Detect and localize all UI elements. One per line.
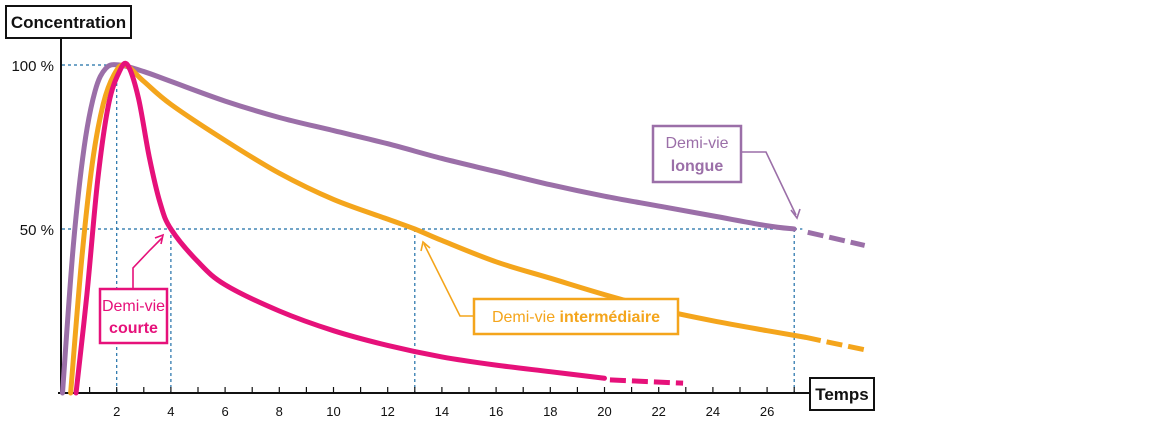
series-dashed-extension-2	[609, 377, 684, 386]
y-tick-label: 50 %	[20, 222, 54, 239]
annotation-long-half-life: Demi-vie longue	[651, 124, 801, 220]
y-tick-label: 100 %	[11, 58, 54, 75]
x-tick-label: 4	[167, 404, 174, 419]
annotation-short-half-life: Demi-vie courte	[98, 233, 169, 345]
series-line-2	[73, 60, 607, 396]
x-tick-label: 6	[221, 404, 228, 419]
annotation-mid-line1: Demi-vie	[492, 309, 560, 326]
series-dashed-extension-0	[807, 229, 866, 248]
annotation-short-line1: Demi-vie	[102, 298, 165, 315]
x-tick-label: 8	[276, 404, 283, 419]
x-tick-label: 20	[597, 404, 611, 419]
x-axis-title-box: Temps	[809, 377, 875, 411]
annotation-mid-half-life: Demi-vie intermédiaire	[420, 240, 680, 336]
x-tick-label: 2	[113, 404, 120, 419]
annotation-mid-text: Demi-vie intermédiaire	[492, 309, 660, 326]
annotation-long-line2: longue	[671, 158, 724, 175]
y-ticks: 100 % 50 %	[11, 58, 54, 239]
annotation-short-line2: courte	[109, 320, 158, 337]
x-tick-label: 16	[489, 404, 503, 419]
x-tick-label: 24	[706, 404, 720, 419]
x-tick-label: 18	[543, 404, 557, 419]
annotation-mid-line2: intermédiaire	[560, 309, 661, 326]
x-tick-label: 22	[651, 404, 665, 419]
x-tick-label: 26	[760, 404, 774, 419]
x-ticks: 2 4 6 8 10 12 14 16 18 20 22 24 26	[88, 387, 795, 419]
y-axis-title: Concentration	[11, 13, 126, 32]
x-tick-label: 14	[435, 404, 449, 419]
x-axis-title: Temps	[815, 385, 869, 404]
x-tick-label: 12	[380, 404, 394, 419]
x-tick-label: 10	[326, 404, 340, 419]
y-axis-title-box: Concentration	[5, 5, 132, 39]
series-line-0	[60, 62, 797, 396]
annotation-long-line1: Demi-vie	[665, 135, 728, 152]
series-lines	[60, 60, 868, 396]
series-dashed-extension-1	[804, 334, 868, 353]
